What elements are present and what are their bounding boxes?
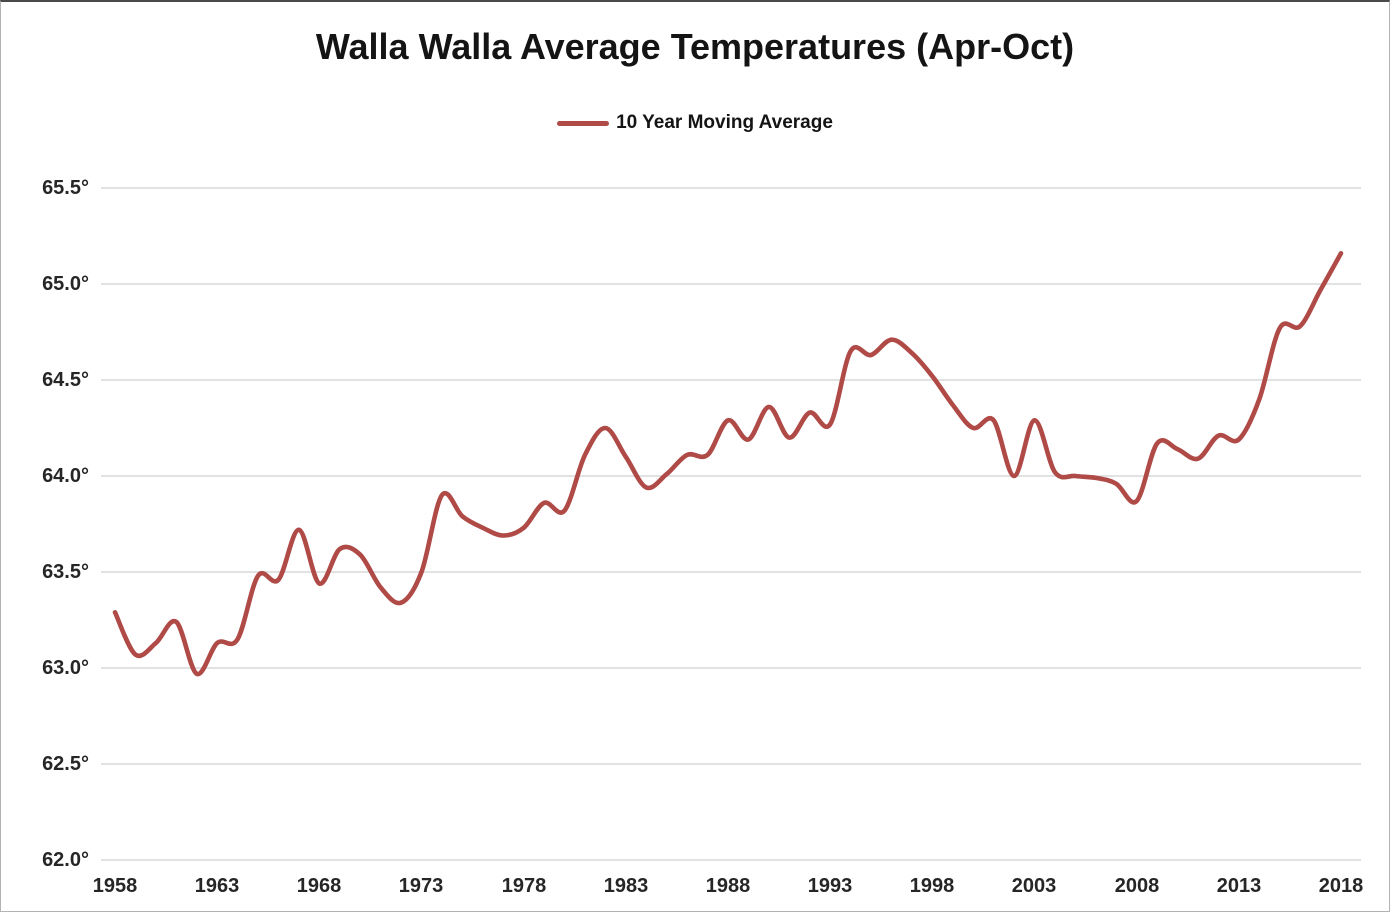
y-tick-65-5: 65.5°	[42, 177, 89, 199]
y-tick-62-5: 62.5°	[42, 753, 89, 775]
gridlines	[101, 187, 1361, 861]
y-tick-65-0: 65.0°	[42, 273, 89, 295]
x-tick-1998: 1998	[909, 875, 955, 897]
x-tick-2018: 2018	[1318, 875, 1364, 897]
x-tick-1993: 1993	[807, 875, 853, 897]
x-tick-2003: 2003	[1011, 875, 1057, 897]
legend: 10 Year Moving Average	[1, 112, 1389, 134]
x-tick-2013: 2013	[1216, 875, 1262, 897]
x-tick-1973: 1973	[398, 875, 444, 897]
y-tick-63-5: 63.5°	[42, 561, 89, 583]
x-tick-1983: 1983	[603, 875, 649, 897]
y-tick-62-0: 62.0°	[42, 849, 89, 871]
x-tick-1963: 1963	[194, 875, 240, 897]
x-tick-2008: 2008	[1114, 875, 1160, 897]
y-tick-64-0: 64.0°	[42, 465, 89, 487]
legend-line-swatch	[557, 120, 610, 126]
chart-title: Walla Walla Average Temperatures (Apr-Oc…	[315, 26, 1075, 67]
y-tick-64-5: 64.5°	[42, 369, 89, 391]
x-tick-1978: 1978	[501, 875, 547, 897]
legend-label: 10 Year Moving Average	[616, 112, 833, 133]
x-tick-1968: 1968	[296, 875, 342, 897]
moving-average-line	[112, 251, 1344, 677]
x-tick-1958: 1958	[92, 875, 138, 897]
x-tick-1988: 1988	[705, 875, 751, 897]
y-tick-63-0: 63.0°	[42, 657, 89, 679]
